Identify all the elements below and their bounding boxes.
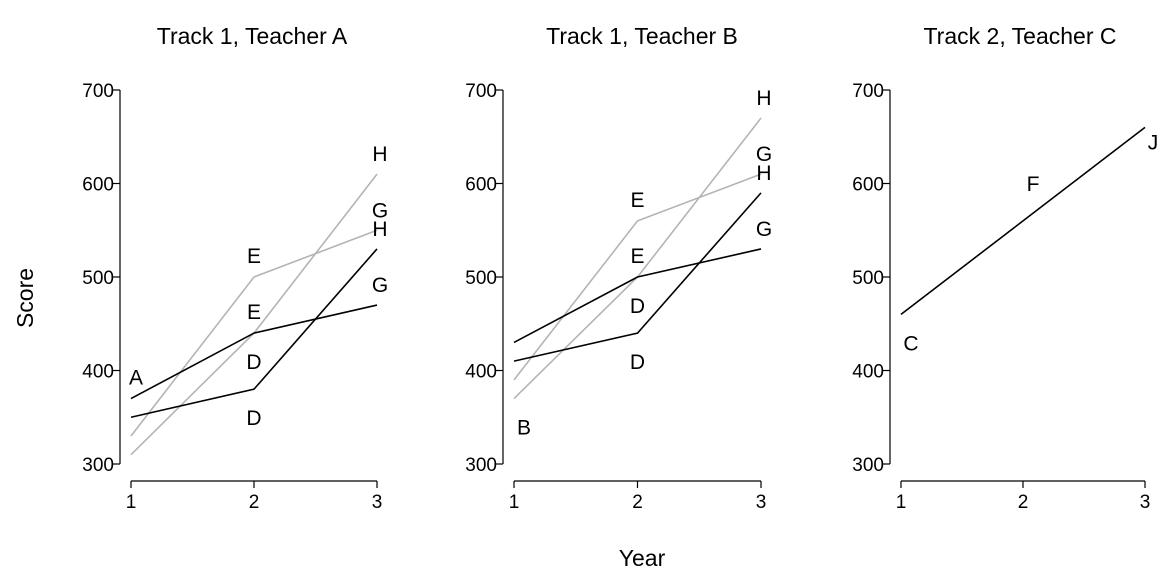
x-tick-label: 1: [896, 492, 907, 513]
point-label: H: [372, 218, 387, 241]
panel-title: Track 1, Teacher A: [157, 23, 348, 49]
point-label: E: [630, 189, 644, 212]
panel-1: Track 1, Teacher A 300 400 500 600 700 1 2 3 E G D H…: [82, 23, 388, 513]
point-label: D: [246, 351, 261, 374]
x-tick-label: 1: [126, 492, 137, 513]
series-line-4: [513, 192, 762, 362]
point-label: H: [372, 143, 387, 166]
point-label: E: [630, 245, 644, 268]
y-tick-label: 500: [82, 268, 114, 289]
point-label: D: [630, 295, 645, 318]
x-tick-label: 3: [372, 492, 383, 513]
point-label: G: [372, 274, 388, 297]
y-tick-label: 500: [465, 268, 497, 289]
series-line-3: [513, 248, 762, 344]
series-line-1: [900, 126, 1146, 316]
panel-title: Track 2, Teacher C: [923, 23, 1116, 49]
panel-3: Track 2, Teacher C 300 400 500 600 700 1 2 3 C F J: [852, 23, 1158, 513]
y-tick-label: 500: [852, 268, 884, 289]
y-tick-label: 600: [852, 175, 884, 196]
series-line-3: [130, 304, 378, 400]
y-tick-label: 700: [852, 81, 884, 102]
x-tick-label: 2: [632, 492, 643, 513]
panels: Track 1, Teacher A 300 400 500 600 700 1 2 3 E G D H…: [82, 23, 1158, 513]
x-tick-label: 2: [249, 492, 260, 513]
point-label: D: [246, 407, 261, 430]
x-tick-label: 3: [756, 492, 767, 513]
point-label: C: [903, 332, 918, 355]
y-tick-label: 700: [82, 81, 114, 102]
x-tick-label: 3: [1140, 492, 1151, 513]
point-label: F: [1027, 173, 1040, 196]
x-tick-label: 1: [509, 492, 520, 513]
x-axis-title: Year: [619, 545, 666, 571]
y-tick-label: 700: [465, 81, 497, 102]
point-label: E: [247, 245, 261, 268]
y-tick-label: 600: [465, 175, 497, 196]
y-tick-label: 400: [465, 362, 497, 383]
y-axis-title: Score: [12, 268, 38, 328]
y-tick-label: 600: [82, 175, 114, 196]
point-label: H: [756, 162, 771, 185]
point-label: B: [517, 417, 531, 440]
point-label: G: [756, 218, 772, 241]
series-line-4: [130, 248, 378, 419]
point-label: A: [129, 367, 143, 390]
point-label: E: [247, 301, 261, 324]
point-label: G: [756, 143, 772, 166]
y-tick-label: 300: [852, 455, 884, 476]
series-line-1: [130, 229, 378, 437]
panel-title: Track 1, Teacher B: [546, 23, 738, 49]
y-tick-label: 400: [82, 362, 114, 383]
y-tick-label: 300: [82, 455, 114, 476]
y-tick-label: 300: [465, 455, 497, 476]
point-label: G: [372, 199, 388, 222]
x-tick-label: 2: [1018, 492, 1029, 513]
point-label: H: [756, 87, 771, 110]
point-label: D: [630, 351, 645, 374]
series-line-1: [513, 173, 762, 381]
y-tick-label: 400: [852, 362, 884, 383]
point-label: J: [1148, 131, 1159, 154]
panel-2: Track 1, Teacher B 300 400 500 600 700 1 2 3 E G B D…: [465, 23, 772, 513]
